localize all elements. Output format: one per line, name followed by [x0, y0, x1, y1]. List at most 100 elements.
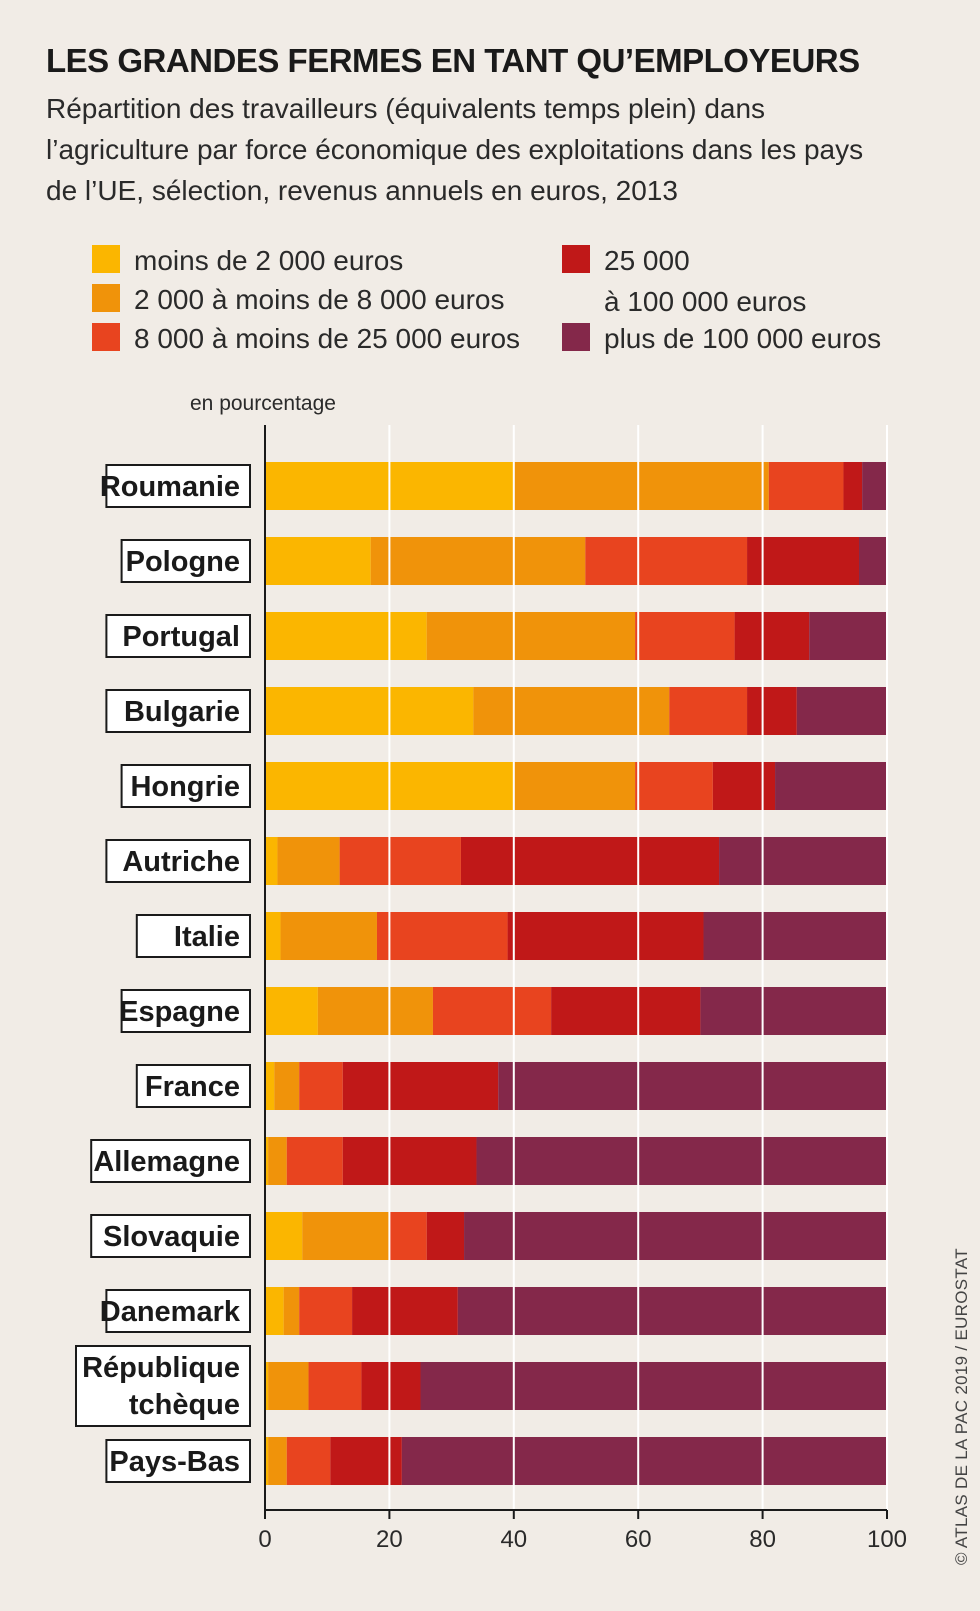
- category-label-box: [135, 914, 251, 958]
- bar-segment: [302, 1212, 390, 1260]
- x-tick-label: 60: [625, 1526, 652, 1553]
- bar-segment: [460, 837, 720, 885]
- bar-segment: [265, 612, 427, 660]
- bar-segment: [635, 612, 735, 660]
- bar-segment: [361, 1362, 421, 1410]
- bar-segment: [265, 1137, 269, 1185]
- legend-item-25000-100000: 25 000 à 100 000 euros: [562, 240, 806, 322]
- x-tick-label: 20: [376, 1526, 403, 1553]
- legend-item-gt-100000: plus de 100 000 euros: [562, 318, 881, 359]
- bar-segment: [719, 837, 887, 885]
- stacked-bar-chart: Roumanie Pologne Portugal Bulgarie Hongrie Au…: [75, 425, 907, 1553]
- category-label: Espagne: [119, 996, 240, 1028]
- bar-segment: [473, 687, 670, 735]
- category-label-box: [135, 1064, 251, 1108]
- legend-swatch: [92, 323, 120, 351]
- legend-swatch: [562, 245, 590, 273]
- legend-swatch: [562, 323, 590, 351]
- bar-segment: [265, 687, 474, 735]
- legend-item-2000-8000: 2 000 à moins de 8 000 euros: [92, 279, 504, 320]
- category-label: Hongrie: [130, 771, 240, 803]
- bar-segment: [342, 1062, 499, 1110]
- category-label: Roumanie: [100, 471, 240, 503]
- bar-segment: [265, 912, 281, 960]
- bar-segment: [464, 1212, 887, 1260]
- legend-item-lt-2000: moins de 2 000 euros: [92, 240, 403, 281]
- bar-segment: [299, 1287, 353, 1335]
- bar-segment: [268, 1437, 287, 1485]
- bar-segment: [352, 1287, 458, 1335]
- bar-segment: [796, 687, 887, 735]
- bar-segment: [370, 537, 586, 585]
- x-tick-label: 100: [867, 1526, 907, 1553]
- bar-segment: [274, 1062, 300, 1110]
- bar-segment: [389, 1212, 427, 1260]
- bar-segment: [286, 1437, 331, 1485]
- bar-segment: [862, 462, 887, 510]
- category-label-box: [105, 464, 252, 508]
- category-label-box: [105, 614, 252, 658]
- bar-segment: [476, 1137, 887, 1185]
- chart-title: LES GRANDES FERMES EN TANT QU’EMPLOYEURS: [46, 42, 860, 79]
- bar-segment: [457, 1287, 887, 1335]
- x-tick-label: 80: [749, 1526, 776, 1553]
- bar-segment: [401, 1437, 887, 1485]
- category-label-box: [120, 764, 251, 808]
- bar-segment: [376, 912, 508, 960]
- bar-segment: [265, 1287, 284, 1335]
- bar-segment: [635, 762, 713, 810]
- bar-segment: [747, 687, 797, 735]
- bar-segment: [265, 987, 318, 1035]
- bar-segment: [283, 1287, 300, 1335]
- source-credit: © ATLAS DE LA PAC 2019 / EUROSTAT: [952, 1248, 971, 1565]
- legend-label: plus de 100 000 euros: [604, 323, 882, 354]
- bar-segment: [265, 1062, 275, 1110]
- bar-segment: [426, 612, 636, 660]
- bar-segment: [339, 837, 461, 885]
- bar-segment: [342, 1137, 477, 1185]
- bar-segment: [317, 987, 433, 1035]
- legend-swatch: [92, 284, 120, 312]
- category-label-box: [105, 689, 252, 733]
- bar-segment: [809, 612, 887, 660]
- category-label: Portugal: [122, 621, 240, 653]
- bar-segment: [420, 1362, 887, 1410]
- category-label-box: [105, 1439, 252, 1483]
- bar-segment: [513, 762, 636, 810]
- legend: moins de 2 000 euros 2 000 à moins de 8 …: [92, 240, 952, 360]
- category-label: Pologne: [126, 546, 240, 578]
- bar-segment: [768, 462, 844, 510]
- bar-segment: [712, 762, 776, 810]
- category-label-box: [120, 989, 251, 1033]
- bar-segment: [669, 687, 748, 735]
- legend-swatch: [92, 245, 120, 273]
- bar-segment: [843, 462, 863, 510]
- category-label-box: [105, 1289, 252, 1333]
- bar-segment: [507, 912, 704, 960]
- bar-segment: [513, 462, 769, 510]
- x-tick-label: 0: [258, 1526, 271, 1553]
- legend-item-8000-25000: 8 000 à moins de 25 000 euros: [92, 318, 520, 359]
- category-label-box: [105, 839, 252, 883]
- bar-segment: [734, 612, 810, 660]
- legend-label: 25 000 à 100 000 euros: [604, 245, 807, 317]
- bar-segment: [585, 537, 748, 585]
- chart-subtitle: Répartition des travailleurs (équivalent…: [46, 93, 864, 206]
- bar-segment: [280, 912, 377, 960]
- bar-segment: [703, 912, 887, 960]
- category-label: Bulgarie: [124, 696, 240, 728]
- bar-segment: [277, 837, 340, 885]
- category-label: Slovaquie: [103, 1221, 240, 1253]
- category-label: Autriche: [122, 846, 240, 878]
- bar-segment: [330, 1437, 402, 1485]
- bar-segment: [265, 1212, 303, 1260]
- bar-segment: [299, 1062, 343, 1110]
- bar-segment: [265, 837, 278, 885]
- unit-label: en pourcentage: [190, 392, 336, 415]
- bar-segment: [775, 762, 887, 810]
- category-label: France: [145, 1071, 240, 1103]
- bar-segment: [426, 1212, 465, 1260]
- bar-segment: [268, 1362, 309, 1410]
- bar-segment: [859, 537, 887, 585]
- category-label-box: [120, 539, 251, 583]
